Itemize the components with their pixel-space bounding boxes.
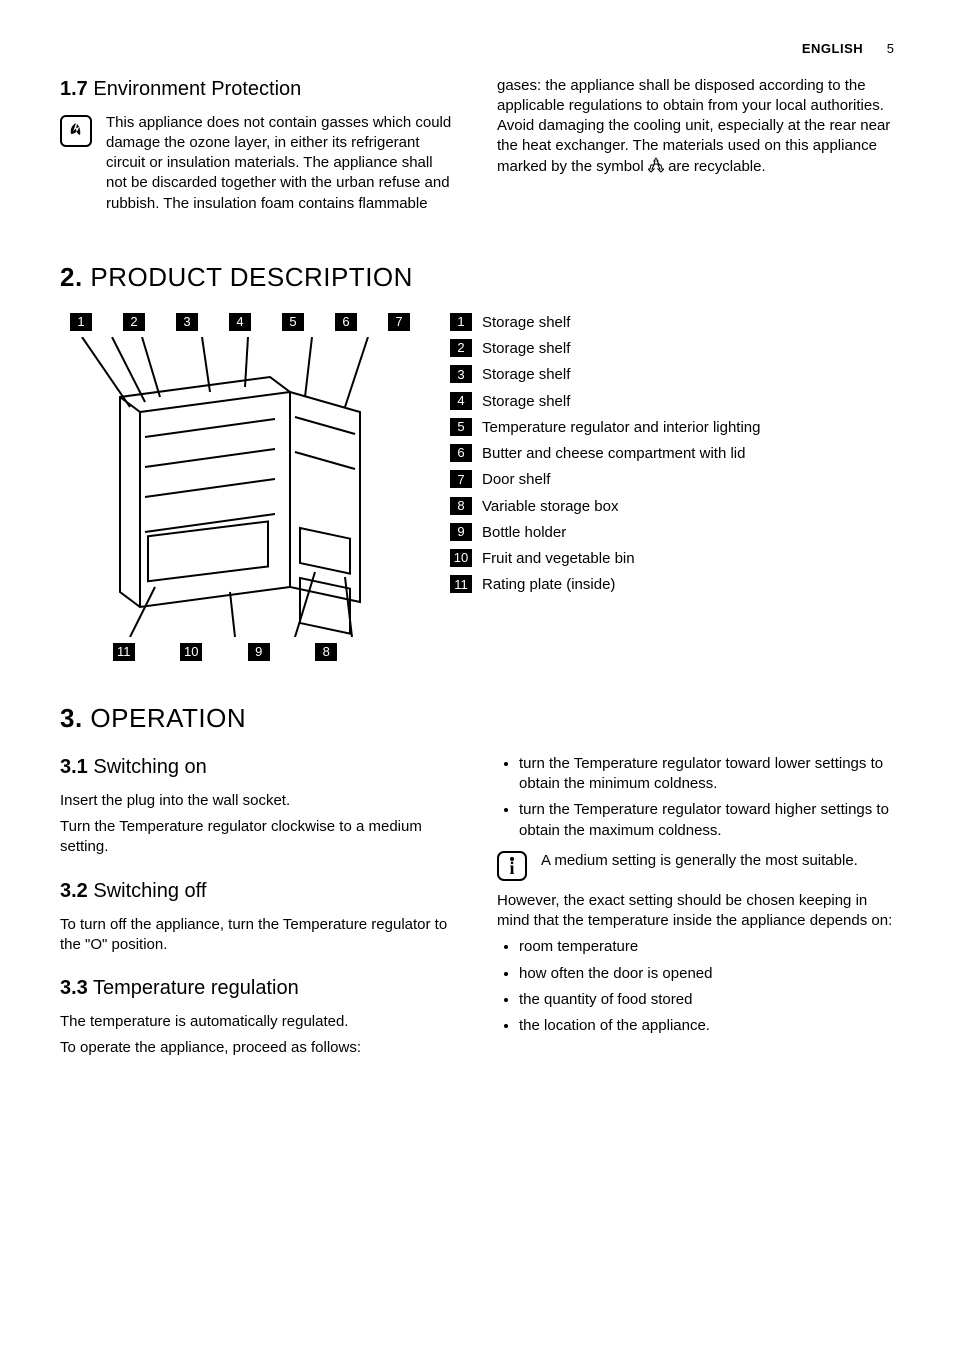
bullet-item: turn the Temperature regulator toward hi… bbox=[519, 800, 894, 841]
legend-label: Storage shelf bbox=[482, 365, 894, 385]
info-note: i A medium setting is generally the most… bbox=[497, 851, 894, 881]
s31-p1: Insert the plug into the wall socket. bbox=[60, 791, 457, 811]
legend-num: 4 bbox=[450, 392, 472, 410]
legend-label: Storage shelf bbox=[482, 392, 894, 412]
bullets-1: turn the Temperature regulator toward lo… bbox=[497, 754, 894, 841]
legend-item-3: 3 Storage shelf bbox=[450, 365, 894, 385]
heading-2: 2. PRODUCT DESCRIPTION bbox=[60, 260, 894, 295]
s33-p1: The temperature is automatically regulat… bbox=[60, 1012, 457, 1032]
callout-11: 11 bbox=[113, 643, 135, 661]
callout-5: 5 bbox=[282, 313, 304, 331]
legend-label: Fruit and vegetable bin bbox=[482, 549, 894, 569]
diagram-legend: 1 Storage shelf 2 Storage shelf 3 Storage she… bbox=[450, 313, 894, 602]
callout-3: 3 bbox=[176, 313, 198, 331]
section-3-body: 3.1 Switching on Insert the plug into th… bbox=[60, 754, 894, 1065]
legend-num: 2 bbox=[450, 339, 472, 357]
legend-item-1: 1 Storage shelf bbox=[450, 313, 894, 333]
callout-4: 4 bbox=[229, 313, 251, 331]
heading-3: 3. OPERATION bbox=[60, 701, 894, 736]
page-number: 5 bbox=[887, 41, 894, 56]
leaf-icon bbox=[60, 115, 92, 147]
subheading-3-3: 3.3 Temperature regulation bbox=[60, 975, 457, 1002]
top-callouts: 1 2 3 4 5 6 7 bbox=[60, 313, 420, 331]
legend-num: 5 bbox=[450, 418, 472, 436]
legend-item-11: 11 Rating plate (inside) bbox=[450, 575, 894, 595]
bullet-item: the quantity of food stored bbox=[519, 990, 894, 1010]
legend-num: 6 bbox=[450, 444, 472, 462]
fridge-svg bbox=[60, 337, 400, 637]
legend-item-4: 4 Storage shelf bbox=[450, 392, 894, 412]
fridge-diagram: 1 2 3 4 5 6 7 bbox=[60, 313, 420, 661]
page-header: ENGLISH 5 bbox=[60, 40, 894, 58]
subheading-3-2: 3.2 Switching off bbox=[60, 878, 457, 905]
s31-p2: Turn the Temperature regulator clockwise… bbox=[60, 817, 457, 858]
legend-item-5: 5 Temperature regulator and interior ligh… bbox=[450, 418, 894, 438]
product-description: 1 2 3 4 5 6 7 bbox=[60, 313, 894, 661]
legend-label: Temperature regulator and interior light… bbox=[482, 418, 894, 438]
legend-label: Bottle holder bbox=[482, 523, 894, 543]
callout-2: 2 bbox=[123, 313, 145, 331]
section-1-7: 1.7 Environment Protection This applianc… bbox=[60, 76, 894, 220]
legend-item-9: 9 Bottle holder bbox=[450, 523, 894, 543]
info-icon: i bbox=[497, 851, 527, 881]
col2-after: However, the exact setting should be cho… bbox=[497, 891, 894, 932]
bullet-item: turn the Temperature regulator toward lo… bbox=[519, 754, 894, 795]
legend-label: Storage shelf bbox=[482, 313, 894, 333]
subheading-3-1: 3.1 Switching on bbox=[60, 754, 457, 781]
legend-label: Rating plate (inside) bbox=[482, 575, 894, 595]
legend-item-6: 6 Butter and cheese compartment with lid bbox=[450, 444, 894, 464]
legend-label: Door shelf bbox=[482, 470, 894, 490]
env-text-col1: This appliance does not contain gasses w… bbox=[106, 113, 457, 214]
legend-num: 3 bbox=[450, 365, 472, 383]
legend-num: 9 bbox=[450, 523, 472, 541]
env-text-col2: gases: the appliance shall be disposed a… bbox=[497, 76, 894, 179]
bottom-callouts: 11 10 9 8 bbox=[60, 643, 420, 661]
s33-p2: To operate the appliance, proceed as fol… bbox=[60, 1038, 457, 1058]
recycle-icon bbox=[648, 157, 664, 179]
legend-item-8: 8 Variable storage box bbox=[450, 497, 894, 517]
legend-item-7: 7 Door shelf bbox=[450, 470, 894, 490]
legend-num: 11 bbox=[450, 575, 472, 593]
legend-label: Butter and cheese compartment with lid bbox=[482, 444, 894, 464]
callout-7: 7 bbox=[388, 313, 410, 331]
callout-10: 10 bbox=[180, 643, 202, 661]
bullet-item: the location of the appliance. bbox=[519, 1016, 894, 1036]
language-label: ENGLISH bbox=[802, 41, 863, 56]
legend-num: 8 bbox=[450, 497, 472, 515]
legend-item-10: 10 Fruit and vegetable bin bbox=[450, 549, 894, 569]
callout-8: 8 bbox=[315, 643, 337, 661]
legend-num: 7 bbox=[450, 470, 472, 488]
s32-p1: To turn off the appliance, turn the Temp… bbox=[60, 915, 457, 956]
legend-num: 1 bbox=[450, 313, 472, 331]
legend-label: Storage shelf bbox=[482, 339, 894, 359]
legend-label: Variable storage box bbox=[482, 497, 894, 517]
bullets-2: room temperature how often the door is op… bbox=[497, 937, 894, 1036]
bullet-item: room temperature bbox=[519, 937, 894, 957]
info-text: A medium setting is generally the most s… bbox=[541, 851, 858, 871]
subheading-1-7: 1.7 Environment Protection bbox=[60, 76, 457, 103]
bullet-item: how often the door is opened bbox=[519, 964, 894, 984]
callout-9: 9 bbox=[248, 643, 270, 661]
legend-num: 10 bbox=[450, 549, 472, 567]
callout-1: 1 bbox=[70, 313, 92, 331]
callout-6: 6 bbox=[335, 313, 357, 331]
legend-item-2: 2 Storage shelf bbox=[450, 339, 894, 359]
